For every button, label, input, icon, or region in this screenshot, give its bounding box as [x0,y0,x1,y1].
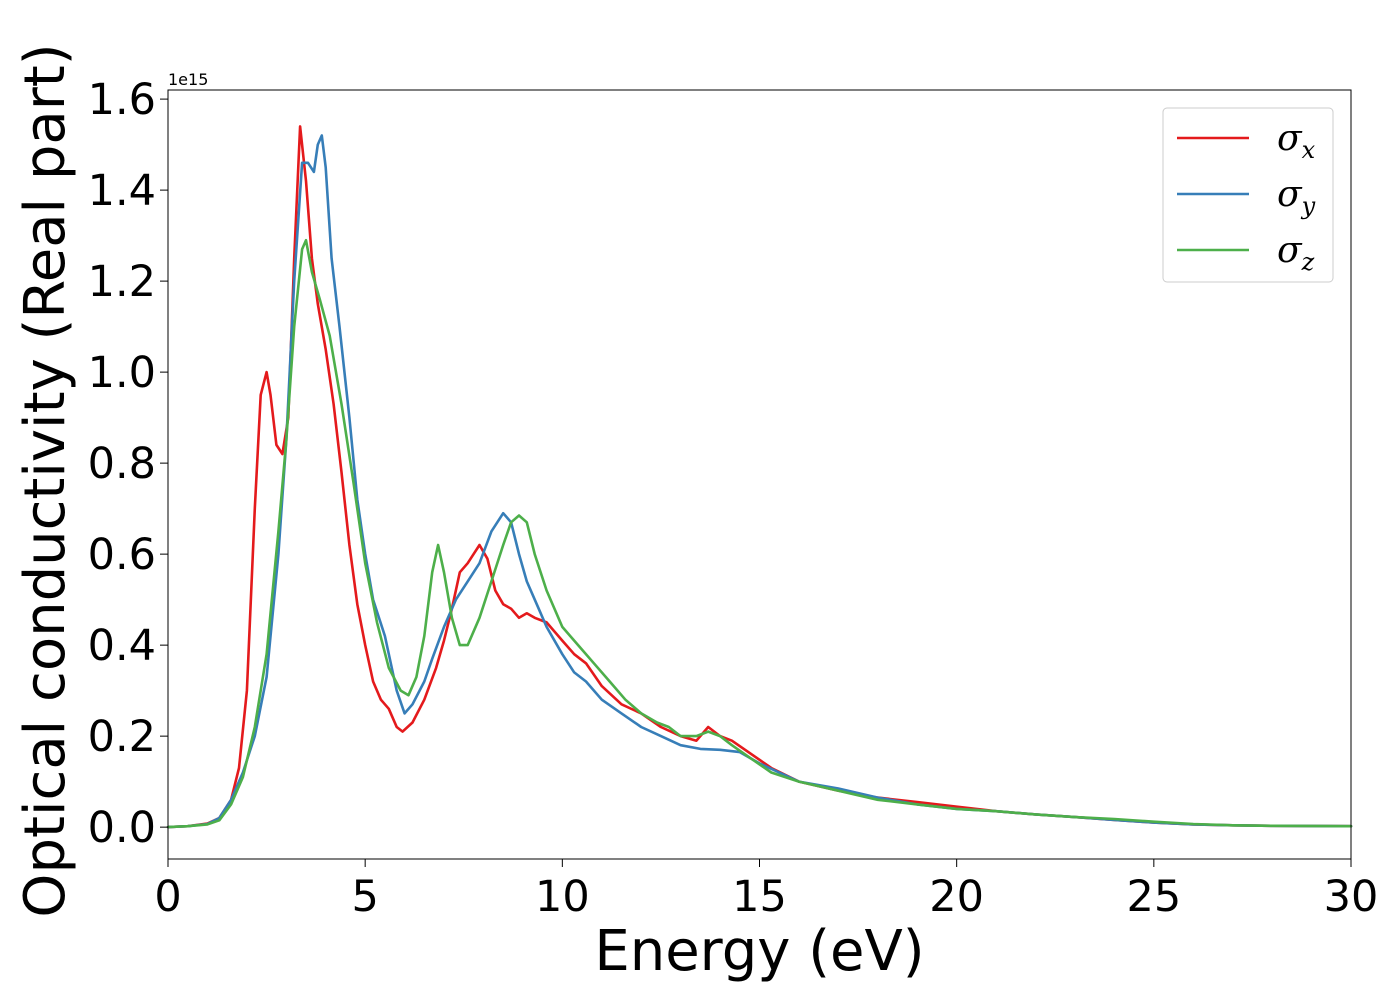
x-axis-ticks: 0 5 10 15 20 25 30 [154,859,1378,922]
y-tick-label: 1.6 [88,75,156,125]
x-axis-label: Energy (eV) [594,919,924,984]
y-axis-ticks: 0.0 0.2 0.4 0.6 0.8 1.0 1.2 1.4 1.6 [88,75,168,853]
x-tick-label: 25 [1126,872,1181,922]
series-layer [166,125,1353,829]
legend-label-z: σz [1277,230,1315,276]
x-tick-label: 10 [535,872,590,922]
x-tick-label: 0 [154,872,181,922]
y-tick-label: 0.4 [88,621,156,671]
x-tick-label: 5 [351,872,378,922]
x-tick-label: 15 [732,872,787,922]
y-tick-label: 1.4 [88,166,156,216]
legend: σx σy σz [1162,107,1334,283]
legend-label-y: σy [1277,174,1316,220]
y-tick-label: 0.6 [88,530,156,580]
y-tick-label: 1.0 [88,348,156,398]
y-axis-label: Optical conductivity (Real part) [13,43,78,917]
y-tick-label: 0.8 [88,439,156,489]
x-tick-label: 20 [929,872,984,922]
y-axis-offset-label: 1e15 [168,70,208,89]
y-tick-label: 0.0 [88,803,156,853]
y-tick-label: 0.2 [88,712,156,762]
y-tick-label: 1.2 [88,257,156,307]
series-line-y [166,134,1353,829]
x-tick-label: 30 [1324,872,1379,922]
legend-label-x: σx [1277,118,1316,164]
series-line-z [166,238,1353,829]
